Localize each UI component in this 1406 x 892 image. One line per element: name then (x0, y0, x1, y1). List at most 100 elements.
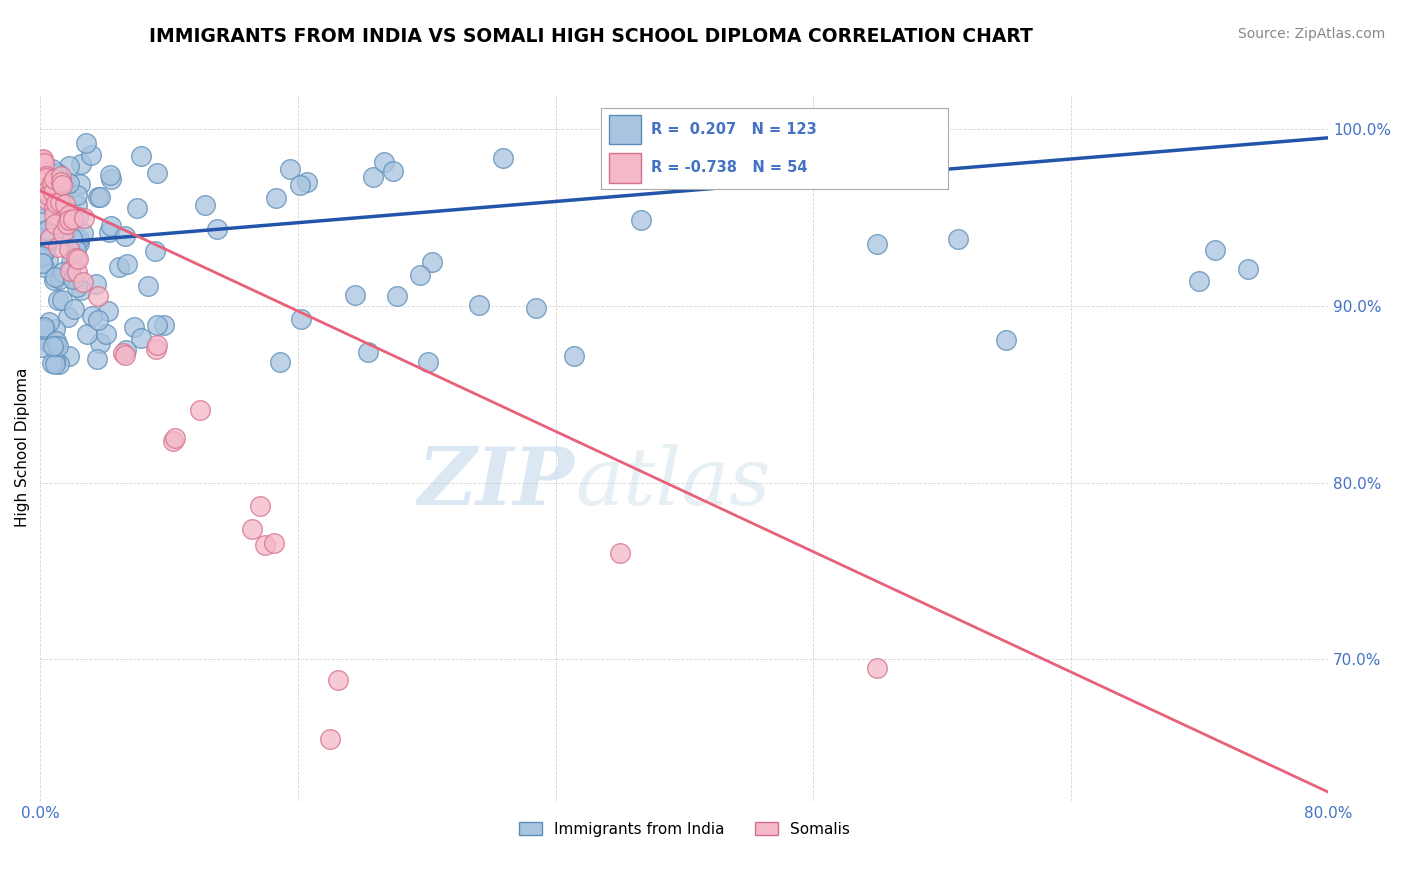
Point (30, 155, 52, 169)
Point (1236, 262, 1258, 277)
Point (737, 167, 759, 181)
Point (946, 232, 969, 246)
Point (87, 289, 110, 303)
Point (628, 138, 651, 153)
Point (122, 320, 145, 334)
Point (58, 208, 80, 222)
Point (38, 336, 60, 351)
Point (73, 211, 96, 225)
Legend: Immigrants from India, Somalis: Immigrants from India, Somalis (513, 815, 856, 843)
Point (100, 172, 122, 186)
Point (89, 335, 111, 350)
Point (866, 237, 889, 252)
Point (58, 213, 80, 227)
Point (145, 343, 167, 357)
Point (96, 326, 118, 341)
Point (44, 353, 66, 368)
Point (37, 187, 59, 202)
Point (86, 352, 108, 367)
Point (35, 169, 58, 183)
Point (30, 180, 52, 194)
Text: IMMIGRANTS FROM INDIA VS SOMALI HIGH SCHOOL DIPLOMA CORRELATION CHART: IMMIGRANTS FROM INDIA VS SOMALI HIGH SCH… (149, 27, 1032, 45)
Point (42, 201, 65, 215)
Point (58, 176, 80, 190)
Point (84, 277, 107, 291)
Point (49, 169, 72, 184)
Point (53, 181, 76, 195)
Point (31, 153, 53, 167)
Point (63, 301, 86, 316)
Point (45, 189, 67, 203)
Point (125, 201, 148, 215)
Point (35, 192, 58, 206)
Point (42, 186, 65, 200)
Point (44, 174, 66, 188)
Point (66, 188, 89, 202)
Y-axis label: High School Diploma: High School Diploma (15, 368, 30, 527)
Point (115, 256, 138, 270)
Point (58, 350, 80, 364)
Point (30, 319, 52, 334)
Point (67, 231, 90, 245)
Point (69, 157, 91, 171)
Point (409, 268, 432, 282)
Point (205, 222, 228, 236)
Point (35, 223, 58, 237)
Point (319, 731, 342, 746)
Point (269, 355, 291, 369)
Point (45, 196, 67, 211)
Point (44, 273, 66, 287)
Point (385, 289, 408, 303)
Point (98, 225, 121, 239)
Point (136, 279, 159, 293)
Point (56, 310, 79, 325)
Point (67, 252, 90, 266)
Point (290, 311, 312, 326)
Point (72, 275, 94, 289)
Point (89, 190, 111, 204)
Point (31, 340, 53, 354)
Point (45, 336, 67, 351)
Point (41, 161, 63, 176)
Point (31, 249, 53, 263)
Point (44, 322, 66, 336)
Point (1188, 274, 1211, 288)
Point (34, 322, 56, 336)
Point (66, 280, 89, 294)
Point (152, 318, 174, 333)
Point (30, 212, 52, 227)
Point (31, 255, 53, 269)
Point (290, 178, 312, 192)
Point (46, 240, 69, 254)
Point (66, 210, 89, 224)
Point (41, 176, 63, 190)
Point (263, 536, 285, 550)
Text: ZIP: ZIP (418, 444, 575, 521)
Point (76, 326, 98, 341)
Point (37, 233, 59, 247)
Point (70, 283, 93, 297)
Point (995, 333, 1018, 347)
Point (114, 348, 136, 362)
Point (564, 350, 586, 364)
Point (35, 238, 58, 252)
Point (60, 230, 83, 244)
Point (114, 228, 136, 243)
Point (52, 178, 75, 193)
Point (80, 309, 103, 323)
Point (87, 189, 110, 203)
Point (58, 243, 80, 257)
Point (53, 197, 76, 211)
Point (41, 339, 63, 353)
Point (373, 154, 395, 169)
Point (46, 339, 69, 353)
Point (66, 198, 89, 212)
Point (609, 546, 631, 560)
Point (31, 196, 53, 211)
Point (129, 149, 152, 163)
Point (129, 331, 152, 345)
Point (42, 172, 65, 186)
Point (65, 251, 87, 265)
Point (60, 231, 83, 245)
Point (87, 313, 110, 327)
